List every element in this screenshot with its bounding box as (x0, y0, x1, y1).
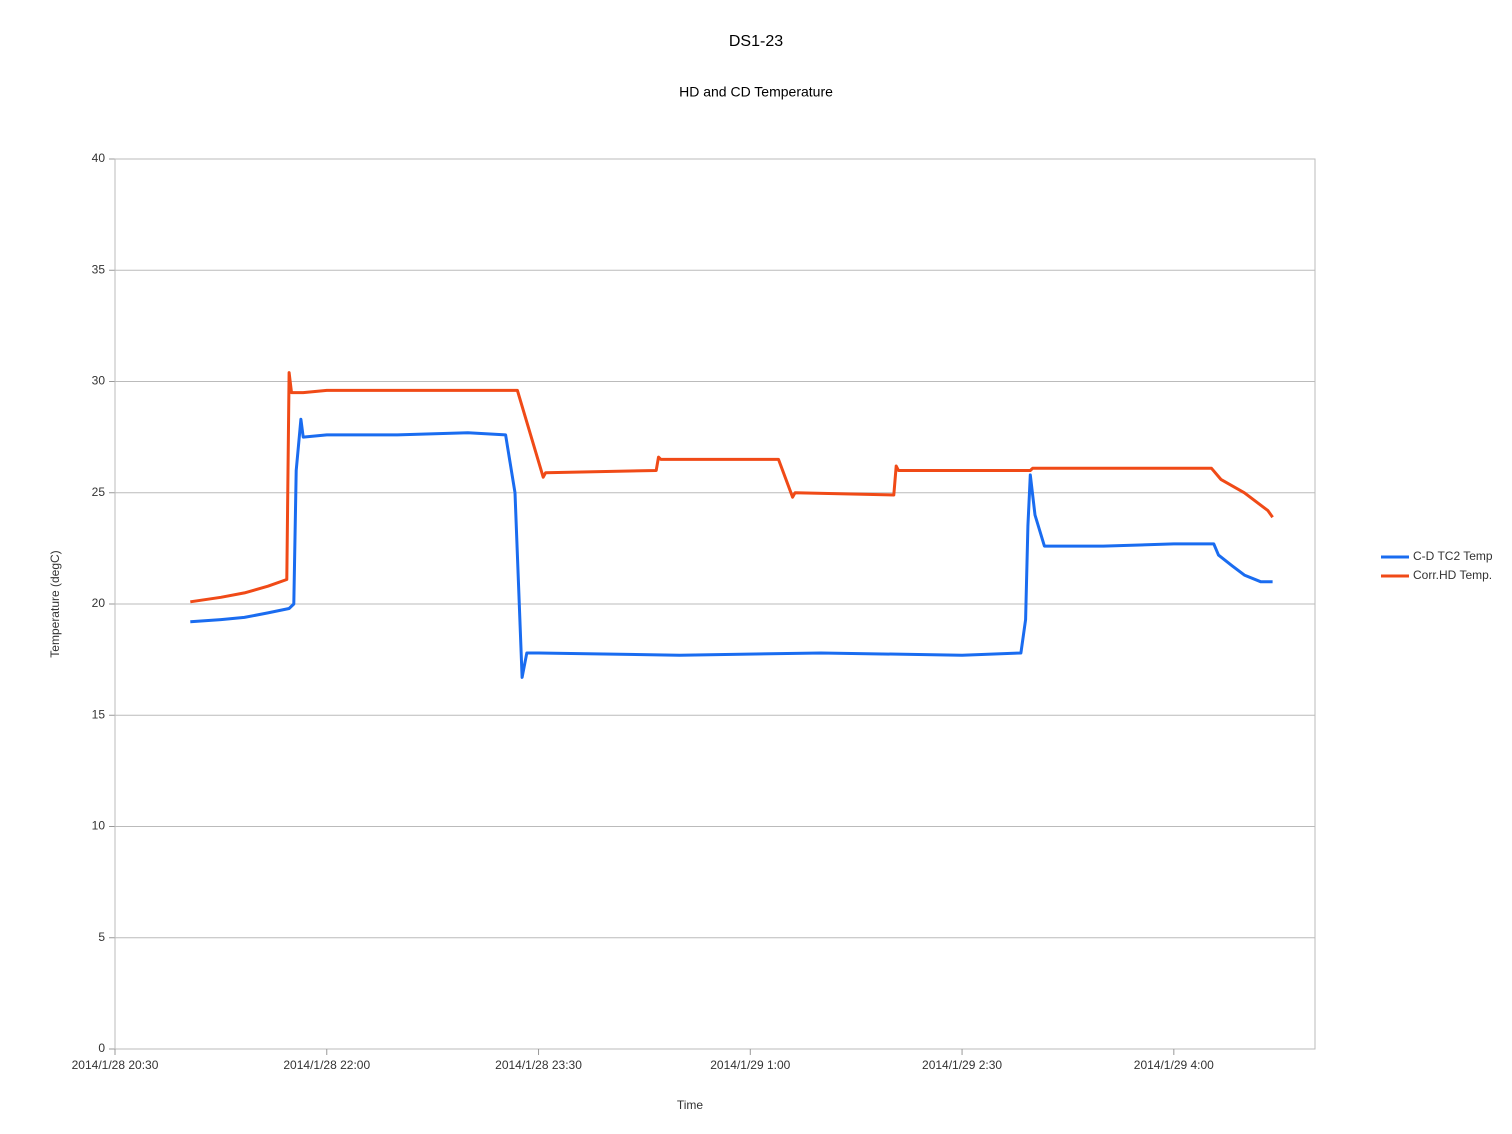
y-tick-label: 40 (92, 151, 106, 165)
x-tick-label: 2014/1/29 1:00 (710, 1058, 790, 1072)
y-tick-label: 30 (92, 374, 106, 388)
legend-label: C-D TC2 Temp (1413, 549, 1493, 563)
x-tick-label: 2014/1/28 23:30 (495, 1058, 582, 1072)
chart-subtitle: HD and CD Temperature (679, 84, 833, 100)
y-tick-label: 15 (92, 707, 106, 721)
y-tick-label: 0 (98, 1041, 105, 1055)
legend-label: Corr.HD Temp. (1413, 568, 1492, 582)
x-tick-label: 2014/1/28 22:00 (283, 1058, 370, 1072)
y-tick-label: 35 (92, 262, 106, 276)
plot-frame (114, 158, 1316, 1050)
y-axis-title: Temperature (degC) (48, 550, 62, 657)
y-tick-label: 10 (92, 819, 106, 833)
chart-title: DS1-23 (729, 33, 783, 50)
x-tick-label: 2014/1/28 20:30 (72, 1058, 159, 1072)
y-tick-label: 25 (92, 485, 106, 499)
x-tick-label: 2014/1/29 2:30 (922, 1058, 1002, 1072)
y-tick-label: 20 (92, 596, 106, 610)
x-axis-title: Time (677, 1098, 704, 1112)
x-tick-label: 2014/1/29 4:00 (1134, 1058, 1214, 1072)
y-tick-label: 5 (98, 930, 105, 944)
series-line (190, 371, 1274, 604)
series-line (190, 417, 1273, 679)
